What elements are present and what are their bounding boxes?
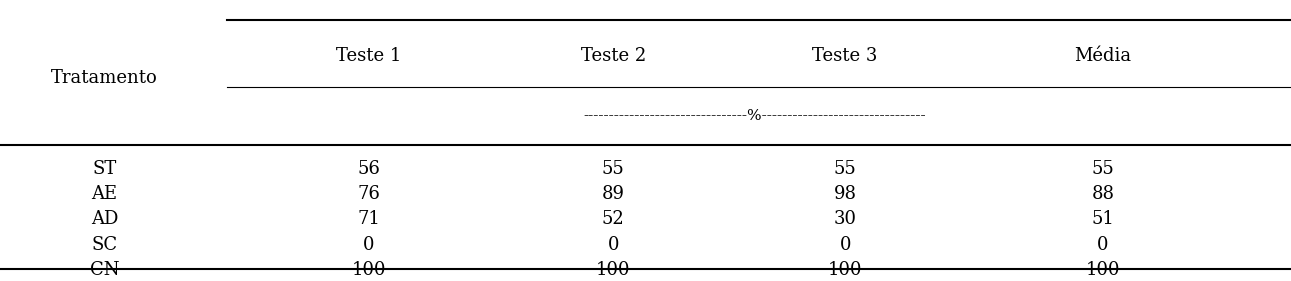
Text: AE: AE	[92, 185, 117, 203]
Text: ST: ST	[93, 160, 116, 178]
Text: 55: 55	[834, 160, 856, 178]
Text: 52: 52	[602, 210, 625, 228]
Text: 0: 0	[363, 235, 374, 253]
Text: --------------------------------%--------------------------------: --------------------------------%-------…	[584, 109, 927, 123]
Text: 100: 100	[596, 261, 630, 279]
Text: 100: 100	[1086, 261, 1121, 279]
Text: CN: CN	[89, 261, 119, 279]
Text: AD: AD	[90, 210, 119, 228]
Text: 98: 98	[834, 185, 857, 203]
Text: 100: 100	[351, 261, 386, 279]
Text: 51: 51	[1091, 210, 1114, 228]
Text: 55: 55	[1091, 160, 1114, 178]
Text: 76: 76	[358, 185, 380, 203]
Text: 0: 0	[608, 235, 620, 253]
Text: 0: 0	[1097, 235, 1109, 253]
Text: SC: SC	[92, 235, 117, 253]
Text: 88: 88	[1091, 185, 1114, 203]
Text: 89: 89	[602, 185, 625, 203]
Text: Teste 1: Teste 1	[336, 47, 402, 65]
Text: 100: 100	[828, 261, 862, 279]
Text: 71: 71	[358, 210, 380, 228]
Text: Tratamento: Tratamento	[52, 69, 158, 87]
Text: 55: 55	[602, 160, 625, 178]
Text: 56: 56	[358, 160, 380, 178]
Text: Teste 2: Teste 2	[581, 47, 646, 65]
Text: Teste 3: Teste 3	[812, 47, 878, 65]
Text: 30: 30	[834, 210, 857, 228]
Text: 0: 0	[839, 235, 851, 253]
Text: Média: Média	[1074, 47, 1131, 65]
